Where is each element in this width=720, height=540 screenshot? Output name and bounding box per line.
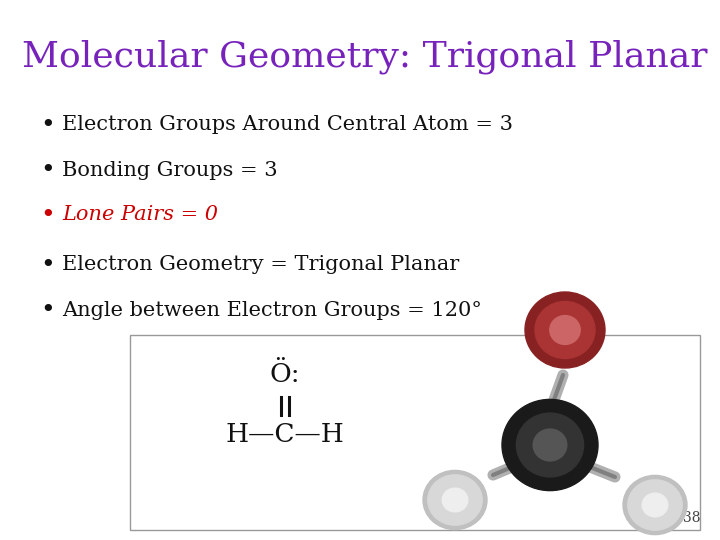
Ellipse shape	[628, 480, 683, 530]
Ellipse shape	[535, 301, 595, 359]
Ellipse shape	[534, 429, 567, 461]
Text: Molecular Geometry: Trigonal Planar: Molecular Geometry: Trigonal Planar	[22, 40, 708, 75]
Ellipse shape	[623, 475, 687, 535]
Text: Bonding Groups = 3: Bonding Groups = 3	[62, 160, 278, 179]
Ellipse shape	[423, 470, 487, 530]
Ellipse shape	[502, 400, 598, 491]
Text: H—C—H: H—C—H	[225, 422, 344, 448]
Bar	[130, 335, 700, 530]
Text: Electron Groups Around Central Atom = 3: Electron Groups Around Central Atom = 3	[62, 116, 513, 134]
Text: Lone Pairs = 0: Lone Pairs = 0	[62, 206, 218, 225]
Text: Ö:: Ö:	[270, 362, 300, 388]
Ellipse shape	[642, 493, 668, 517]
Ellipse shape	[525, 292, 605, 368]
Text: •: •	[40, 253, 55, 277]
Text: 38: 38	[683, 511, 700, 525]
Ellipse shape	[550, 315, 580, 345]
Ellipse shape	[428, 475, 482, 525]
Text: •: •	[40, 203, 55, 227]
Text: •: •	[40, 113, 55, 137]
Text: Angle between Electron Groups = 120°: Angle between Electron Groups = 120°	[62, 300, 482, 320]
Text: •: •	[40, 158, 55, 182]
Ellipse shape	[516, 413, 584, 477]
Text: Electron Geometry = Trigonal Planar: Electron Geometry = Trigonal Planar	[62, 255, 459, 274]
Ellipse shape	[442, 488, 468, 512]
Text: •: •	[40, 298, 55, 322]
